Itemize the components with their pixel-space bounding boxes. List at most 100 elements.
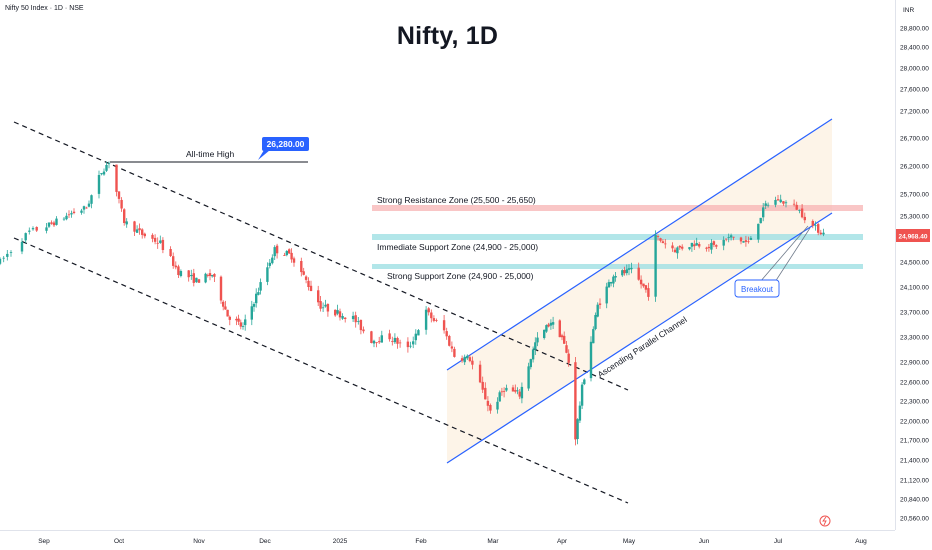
candle-body [28,230,31,232]
candle-body [9,252,13,253]
ath-label: All-time High [186,149,234,159]
y-tick-label: 25,300.00 [900,214,929,221]
candle-body [336,310,339,314]
candle-body [623,270,626,274]
candle-body [792,203,796,205]
candle-body [65,215,68,220]
candle-body [722,239,725,246]
candle-body [747,241,750,243]
candle-body [574,362,577,440]
candle-body [779,199,782,203]
candle-body [70,213,73,215]
candle-body [712,241,716,245]
candle-body [514,390,517,392]
y-tick-label: 24,100.00 [900,285,929,292]
price-axis-divider [895,0,896,530]
candle-body [123,209,126,223]
candle-body [85,207,88,209]
x-tick-label: Nov [193,538,205,545]
candle-body [406,341,410,348]
candle-body [673,249,677,253]
resistance-zone-label: Strong Resistance Zone (25,500 - 25,650) [377,195,536,205]
candle-body [97,175,101,194]
candle-body [705,247,708,249]
candle-body [551,322,555,325]
candle-body [664,243,667,245]
breakout-pointer-1 [774,227,811,283]
candle-body [244,319,247,326]
y-tick-label: 25,700.00 [900,192,929,199]
symbol-label[interactable]: Nifty 50 Index · 1D · NSE [5,5,84,12]
candle-body [463,356,466,363]
candle-body [24,233,27,241]
candle-body [710,242,713,250]
candle-body [589,341,593,379]
candle-body [156,242,159,244]
candle-body [605,286,608,304]
candle-body [776,199,780,201]
candle-body [268,262,271,266]
candle-body [375,342,378,343]
candle-body [757,223,760,240]
candle-body [125,221,128,225]
candle-body [742,241,745,243]
candle-body [690,242,694,247]
candle-body [388,333,391,340]
candle-body [614,276,617,278]
candle-body [378,341,381,343]
time-axis[interactable]: Sep Oct Nov Dec 2025 Feb Mar Apr May Jun Jul Aug [38,538,867,545]
y-tick-label: 20,840.00 [900,497,929,504]
currency-label[interactable]: INR [903,7,915,14]
candle-body [275,245,279,254]
candle-body [625,269,628,274]
candle-body [766,204,770,206]
candle-body [273,247,276,257]
strong-support-zone [372,264,863,269]
x-tick-label: Oct [114,538,124,545]
candle-body [627,268,631,270]
event-icon[interactable] [819,515,831,527]
candle-body [471,360,474,365]
candle-body [187,270,190,278]
ath-price-tag[interactable]: 26,280.00 [258,137,309,160]
candle-body [47,222,51,227]
strong-support-zone-label: Strong Support Zone (24,900 - 25,000) [387,271,534,281]
candle-body [511,387,515,392]
y-tick-label: 28,800.00 [900,26,929,33]
y-tick-label: 28,000.00 [900,66,929,73]
breakout-callout[interactable]: Breakout [734,279,780,298]
candle-body [224,306,227,310]
candle-body [630,267,633,270]
y-tick-label: 23,300.00 [900,335,929,342]
price-axis[interactable]: 28,800.00 28,400.00 28,000.00 27,600.00 27,2… [900,26,929,523]
candle-body [169,249,172,256]
candle-body [257,292,260,295]
candle-body [460,358,464,361]
candle-body [486,400,490,406]
candle-body [424,309,428,330]
candle-body [204,273,207,283]
candle-body [759,217,762,224]
candle-body [302,271,305,275]
candle-body [0,258,2,264]
x-tick-label: 2025 [333,538,348,545]
candle-body [466,355,469,359]
candle-body [341,316,344,319]
candle-body [161,239,165,250]
x-tick-label: Jul [774,538,783,545]
x-tick-label: Sep [38,538,50,545]
candle-body [417,330,420,336]
candle-body [351,315,355,320]
x-tick-label: Jun [699,538,710,545]
candle-body [102,171,106,175]
candle-body [592,329,595,344]
resistance-zone [372,205,863,211]
candle-body [531,349,535,360]
candle-body [87,203,91,207]
candle-body [326,304,330,312]
breakout-pointer-2 [759,225,809,283]
candle-body [567,353,570,363]
candle-body [811,221,814,226]
